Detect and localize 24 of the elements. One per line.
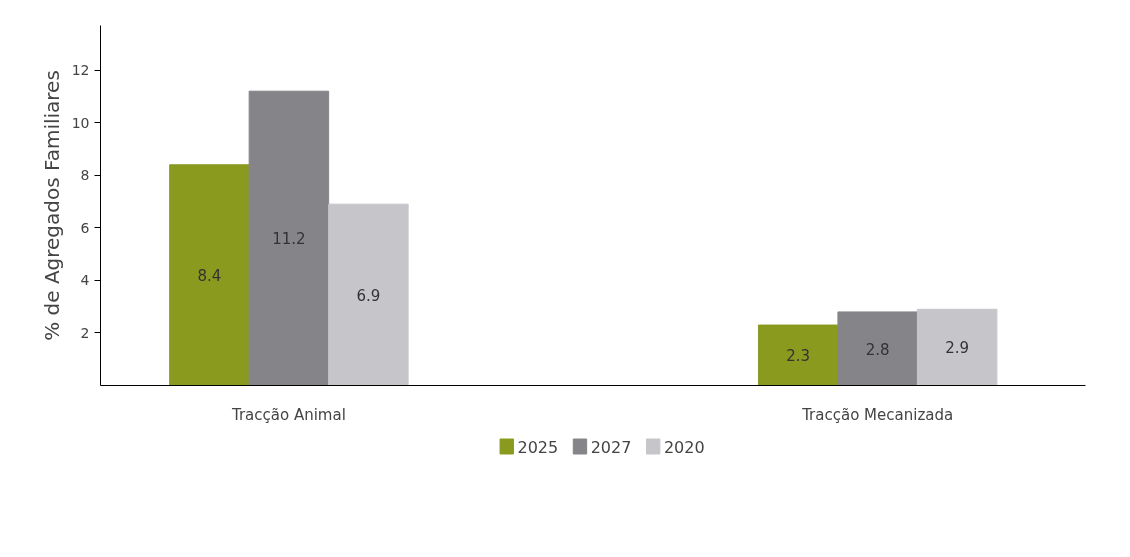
y-axis-title: % de Agregados Familiares bbox=[39, 70, 64, 341]
bar bbox=[248, 90, 330, 386]
y-tick-label: 12 bbox=[71, 62, 90, 79]
bar bbox=[169, 164, 250, 386]
legend-label: 2027 bbox=[590, 437, 632, 457]
data-label: 2.3 bbox=[786, 347, 811, 366]
bar bbox=[328, 203, 409, 386]
y-tick-label: 4 bbox=[80, 272, 90, 289]
legend-label: 2025 bbox=[517, 437, 559, 457]
bar bbox=[837, 311, 918, 386]
legend-label: 2020 bbox=[663, 437, 705, 457]
y-tick-label: 2 bbox=[80, 324, 90, 341]
data-label: 2.8 bbox=[865, 340, 890, 359]
y-tick-label: 8 bbox=[80, 167, 90, 184]
x-tick-label: Tracção Mecanizada bbox=[801, 405, 954, 424]
data-label: 2.9 bbox=[945, 339, 970, 358]
bar bbox=[757, 324, 839, 386]
bar bbox=[916, 308, 998, 386]
y-tick-label: 10 bbox=[71, 114, 90, 131]
data-label: 11.2 bbox=[272, 230, 306, 249]
data-label: 8.4 bbox=[197, 267, 222, 286]
y-tick-label: 6 bbox=[80, 219, 90, 236]
x-tick-label: Tracção Animal bbox=[230, 405, 346, 424]
data-label: 6.9 bbox=[356, 286, 381, 305]
